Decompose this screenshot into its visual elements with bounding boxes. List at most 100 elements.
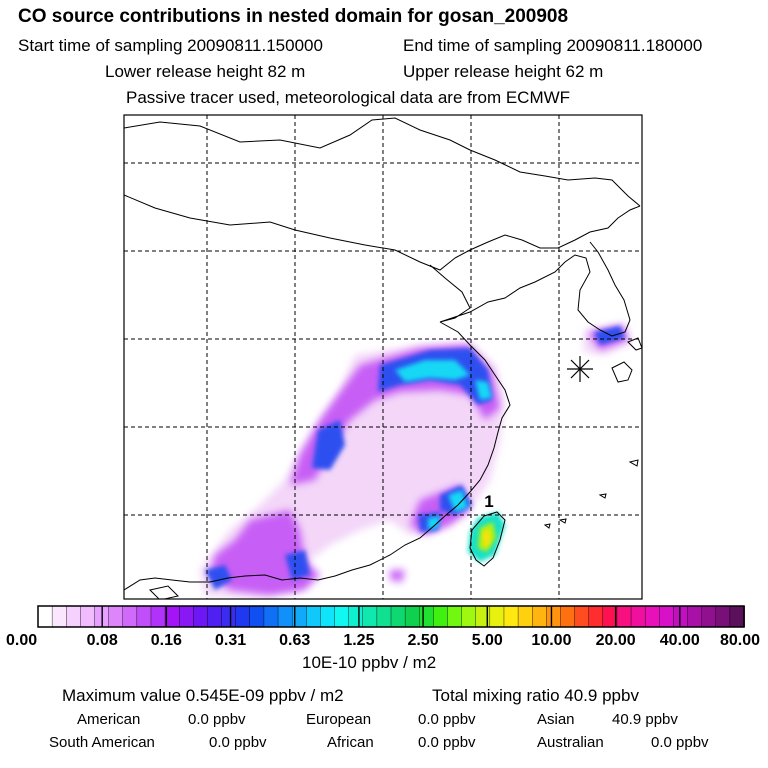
colorbar-cell <box>263 605 279 628</box>
region-south-american-value: 0.0 ppbv <box>209 734 267 751</box>
colorbar-cell <box>178 605 195 628</box>
field-blue-layer <box>205 326 625 590</box>
colorbar-cell <box>376 605 392 628</box>
lower-release-height-label: Lower release height 82 m <box>105 62 306 81</box>
japan-kyushu-outline <box>611 361 633 383</box>
maximum-location-label: 1 <box>484 492 493 511</box>
colorbar-cell <box>404 605 421 628</box>
colorbar-cell <box>164 605 181 628</box>
field-cyan-layer <box>395 360 492 530</box>
colorbar-cell <box>687 605 703 628</box>
region-american-name: American <box>77 711 141 728</box>
colorbar-cell <box>659 605 675 628</box>
colorbar-tick-label: 10.00 <box>531 632 571 649</box>
colorbar-tick-labels: 0.00 0.08 0.16 0.31 0.63 1.25 2.50 5.00 10.00 20.… <box>6 632 760 649</box>
colorbar-cell <box>348 605 364 628</box>
northern-border-line <box>124 117 641 207</box>
colorbar-major-dividers <box>101 606 681 627</box>
total-mixing-ratio-label: Total mixing ratio 40.9 ppbv <box>432 686 639 705</box>
mongolia-border-line <box>124 194 456 271</box>
colorbar-cell <box>546 605 562 628</box>
colorbar-unit-label: 10E-10 ppbv / m2 <box>302 653 437 672</box>
colorbar-cell <box>560 605 576 628</box>
colorbar-cell <box>66 605 82 628</box>
colorbar-cell <box>489 605 505 628</box>
colorbar-cell <box>673 605 689 628</box>
colorbar-cell <box>517 605 534 628</box>
colorbar-cell <box>644 605 661 628</box>
colorbar-cell <box>433 605 449 628</box>
colorbar-cell <box>630 605 646 628</box>
colorbar-cell <box>701 605 717 628</box>
region-asian-value: 40.9 ppbv <box>612 711 678 728</box>
region-australian-value: 0.0 ppbv <box>651 734 709 751</box>
colorbar-cell <box>193 605 209 628</box>
colorbar-cells <box>37 605 745 628</box>
colorbar-cell <box>37 605 53 628</box>
colorbar-cell <box>221 605 237 628</box>
colorbar-cell <box>277 605 293 628</box>
northeast-coast-line <box>454 205 641 259</box>
colorbar-frame <box>37 605 745 628</box>
colorbar-cell <box>334 605 350 628</box>
colorbar-cell <box>532 605 548 628</box>
graticule <box>124 115 642 599</box>
colorbar-cell <box>320 605 336 628</box>
colorbar-tick-label: 0.31 <box>215 632 246 649</box>
colorbar-tick-label: 0.16 <box>151 632 182 649</box>
region-european-value: 0.0 ppbv <box>418 711 476 728</box>
colorbar-cell <box>136 605 152 628</box>
colorbar-cell <box>80 605 96 628</box>
map-frame <box>123 114 643 600</box>
region-african-value: 0.0 ppbv <box>418 734 476 751</box>
plot-title: CO source contributions in nested domain… <box>18 6 569 27</box>
colorbar-cell <box>235 605 251 628</box>
colorbar-cell <box>249 605 265 628</box>
japan-island-outline <box>627 337 642 351</box>
colorbar-cell <box>475 605 491 628</box>
maximum-value-label: Maximum value 0.545E-09 ppbv / m2 <box>62 686 344 705</box>
colorbar-tick-label: 1.25 <box>343 632 374 649</box>
colorbar-cell <box>51 605 68 628</box>
region-asian-name: Asian <box>537 711 575 728</box>
colorbar-cell <box>306 605 322 628</box>
colorbar-cell <box>616 605 632 628</box>
region-south-american-name: South American <box>49 734 155 751</box>
end-time-label: End time of sampling 20090811.180000 <box>403 36 703 55</box>
region-american-value: 0.0 ppbv <box>188 711 246 728</box>
colorbar-tick-label: 0.63 <box>279 632 310 649</box>
start-time-label: Start time of sampling 20090811.150000 <box>18 36 323 55</box>
colorbar-tick-label: 5.00 <box>472 632 503 649</box>
colorbar-tick-label: 80.00 <box>720 632 760 649</box>
colorbar-cell <box>715 605 731 628</box>
colorbar-cell <box>122 605 138 628</box>
colorbar-cell <box>447 605 463 628</box>
colorbar-cell <box>419 605 435 628</box>
china-east-coast-line <box>124 321 511 591</box>
colorbar-cell <box>574 605 590 628</box>
receptor-asterisk-icon <box>567 356 593 382</box>
colorbar-cell <box>108 605 124 628</box>
coastlines <box>124 117 642 599</box>
colorbar-tick-label: 2.50 <box>408 632 439 649</box>
colorbar-tick-label: 0.00 <box>6 632 37 649</box>
colorbar-cell <box>150 605 166 628</box>
colorbar-cell <box>362 605 378 628</box>
tracer-note: Passive tracer used, meteorological data… <box>126 88 571 107</box>
colorbar-tick-label: 40.00 <box>660 632 700 649</box>
colorbar-tick-label: 20.00 <box>596 632 636 649</box>
region-australian-name: Australian <box>537 734 604 751</box>
region-african-name: African <box>327 734 374 751</box>
region-european-name: European <box>306 711 372 728</box>
upper-release-height-label: Upper release height 62 m <box>403 62 604 81</box>
hainan-outline <box>149 585 179 599</box>
colorbar-cell <box>207 605 223 628</box>
colorbar-tick-label: 0.08 <box>87 632 118 649</box>
colorbar-cell <box>729 605 745 628</box>
bohai-coast-line <box>429 241 631 337</box>
colorbar-cell <box>390 605 406 628</box>
colorbar-cell <box>503 605 519 628</box>
colorbar-cell <box>461 605 477 628</box>
